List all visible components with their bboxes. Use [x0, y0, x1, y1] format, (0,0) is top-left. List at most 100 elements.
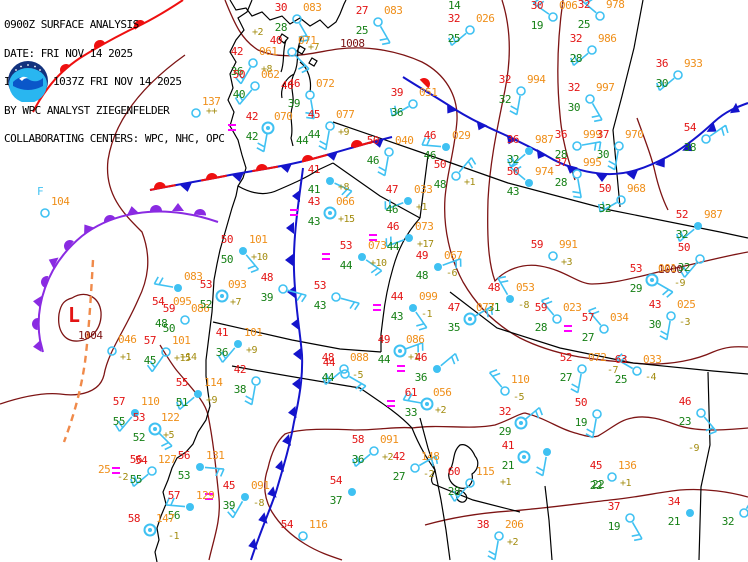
- station-circle: [298, 531, 308, 541]
- wind-barb: [418, 455, 439, 467]
- station-temperature: 43: [307, 195, 321, 208]
- station-pressure: 077: [336, 108, 355, 121]
- wy-ut-border: [449, 291, 748, 375]
- station-temperature: 32: [498, 73, 512, 86]
- station-temperature: 41: [215, 326, 229, 339]
- station-temperature: 37: [554, 156, 568, 169]
- snake-river-border: [380, 217, 421, 352]
- station-temperature: 41: [501, 439, 515, 452]
- station-dewpoint: 32: [721, 515, 735, 528]
- station-pressure: 083: [384, 4, 403, 17]
- wind-barb: [256, 132, 268, 153]
- station-circle: [599, 324, 609, 334]
- wind-barb: [385, 236, 405, 247]
- station-temperature: 41: [307, 163, 321, 176]
- station-circle-obscured: [261, 121, 275, 135]
- front-pip: [706, 122, 717, 132]
- station-pressure: 071: [298, 34, 317, 47]
- station-temperature: 36: [655, 57, 669, 70]
- station-temperature: 32: [567, 81, 581, 94]
- map-text: -1: [168, 531, 180, 542]
- station-circle: [305, 90, 315, 100]
- station-dewpoint: 50: [162, 322, 176, 335]
- station-temperature: 47: [385, 183, 399, 196]
- station-circle-overcast: [196, 463, 204, 471]
- station-temperature: 44: [390, 290, 404, 303]
- station-dewpoint: 43: [506, 185, 520, 198]
- station-pressure-tendency: -2: [423, 469, 435, 480]
- station-dewpoint: 27: [559, 371, 573, 384]
- station-circle-overcast: [186, 503, 194, 511]
- station-pressure-tendency: +9: [206, 395, 218, 406]
- station-circle-overcast: [442, 143, 450, 151]
- map-text: F: [37, 185, 44, 198]
- front-pip: [154, 182, 166, 190]
- map-text: 095: [173, 295, 192, 308]
- wind-barb: [679, 262, 698, 278]
- station-dewpoint: 45: [143, 354, 157, 367]
- station-pressure: 137: [202, 95, 221, 108]
- weather-symbol: [228, 129, 236, 131]
- station-pressure-tendency: +8: [261, 64, 273, 75]
- front-pip: [292, 378, 300, 390]
- station-temperature: 45: [589, 459, 603, 472]
- station-pressure-tendency: +7: [230, 297, 242, 308]
- station-dewpoint: 39: [287, 97, 301, 110]
- front-pip: [104, 215, 116, 224]
- station-circle: [40, 208, 50, 218]
- station-pressure: 997: [596, 81, 615, 94]
- station-pressure-tendency: +15: [174, 353, 191, 364]
- station-dewpoint: 36: [230, 65, 244, 78]
- front-pip: [286, 222, 294, 234]
- station-temperature: 44: [322, 356, 336, 369]
- station-circle: [572, 169, 582, 179]
- wind-barb: [442, 258, 462, 269]
- station-pressure: 116: [309, 518, 328, 531]
- station-pressure-tendency: +3: [561, 257, 573, 268]
- front-pip: [180, 182, 192, 192]
- station-circle: [248, 58, 258, 68]
- puget-sound: [280, 35, 312, 147]
- front-pip: [292, 190, 300, 202]
- front-pip: [282, 434, 292, 446]
- station-dewpoint: 25: [614, 373, 628, 386]
- station-pressure: 099: [419, 290, 438, 303]
- station-temperature: 53: [339, 239, 353, 252]
- station-pressure: 053: [516, 281, 535, 294]
- station-temperature: 57: [143, 334, 157, 347]
- station-circle: [587, 45, 597, 55]
- station-dewpoint: 36: [414, 371, 428, 384]
- station-temperature: 53: [313, 279, 327, 292]
- station-pressure: 101: [244, 326, 263, 339]
- map-text: 22: [592, 478, 605, 491]
- station-pressure: 991: [559, 238, 578, 251]
- station-temperature: 50: [232, 68, 246, 81]
- station-dewpoint: 41: [307, 183, 321, 196]
- station-circle-obscured: [517, 450, 531, 464]
- wind-barb: [572, 178, 582, 199]
- station-circle-obscured: [645, 273, 659, 287]
- station-dewpoint: 42: [245, 130, 259, 143]
- wind-barb: [597, 201, 618, 213]
- header-line: DATE: FRI NOV 14 2025: [4, 46, 133, 60]
- station-pressure-tendency: +1: [416, 202, 428, 213]
- station-circle-obscured: [148, 422, 162, 436]
- station-circle: [614, 141, 624, 151]
- station-dewpoint: 52: [132, 431, 146, 444]
- wind-barb: [153, 276, 174, 288]
- station-dewpoint: 29: [629, 282, 643, 295]
- station-circle: [340, 369, 350, 379]
- station-dewpoint: 32: [675, 228, 689, 241]
- station-dewpoint: 48: [415, 269, 429, 282]
- station-temperature: 46: [414, 351, 428, 364]
- station-temperature: 37: [596, 128, 610, 141]
- front-pip: [626, 170, 638, 180]
- wa-or-id-border: [332, 154, 429, 219]
- station-pressure-tendency: +1: [620, 478, 632, 489]
- station-dewpoint: 32: [498, 93, 512, 106]
- station-dewpoint: 22: [589, 479, 603, 492]
- front-pip: [48, 257, 59, 269]
- station-circle-overcast: [409, 304, 417, 312]
- station-circle-overcast: [348, 488, 356, 496]
- isobar-label: 1000: [658, 263, 683, 276]
